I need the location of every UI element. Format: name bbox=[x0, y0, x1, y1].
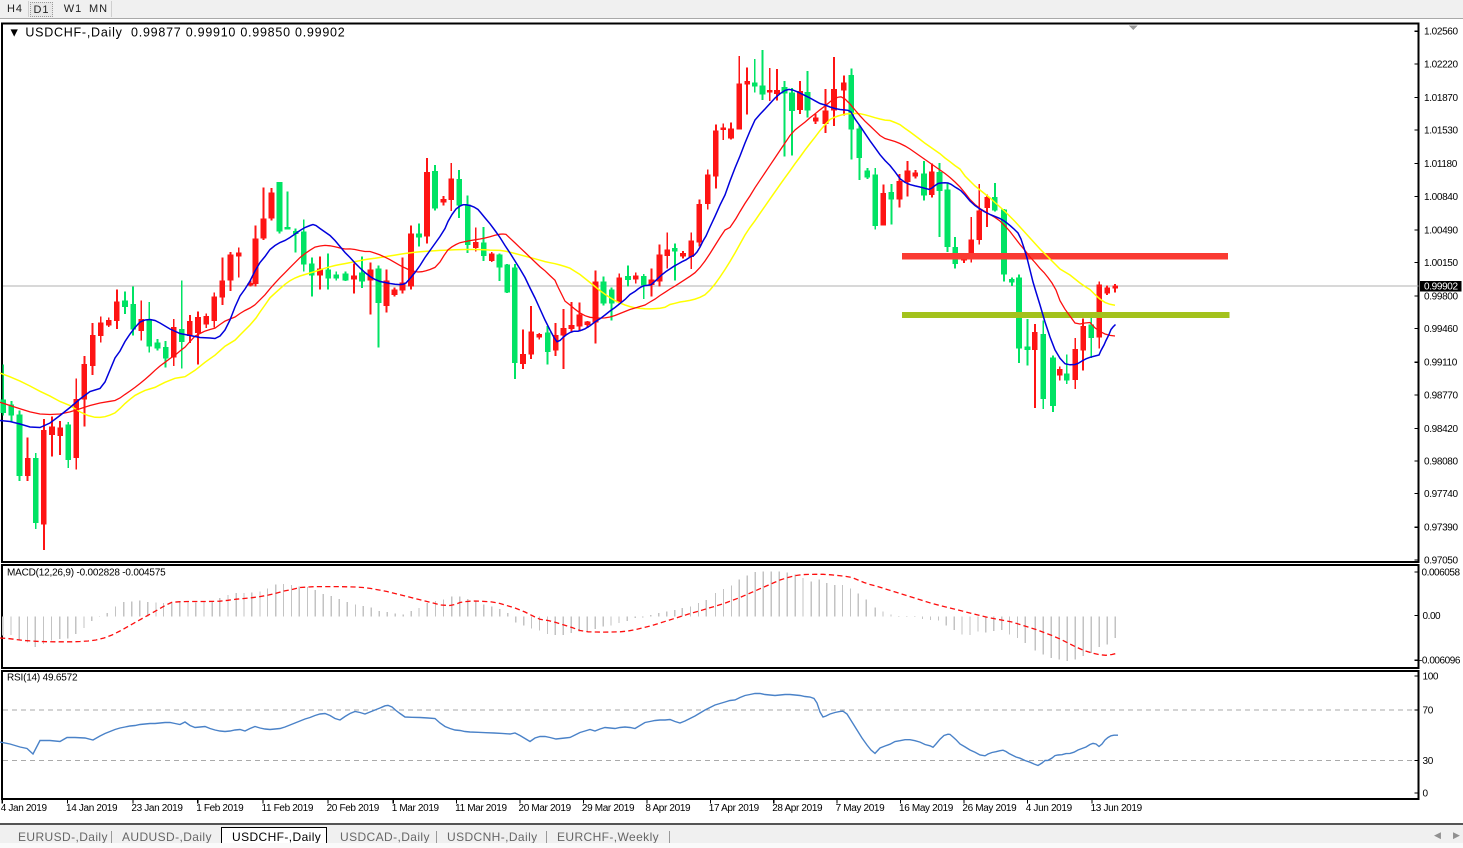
svg-text:23 Jan 2019: 23 Jan 2019 bbox=[131, 803, 183, 814]
svg-text:70: 70 bbox=[1423, 705, 1434, 716]
svg-text:16 May 2019: 16 May 2019 bbox=[899, 803, 954, 814]
svg-text:0.97050: 0.97050 bbox=[1424, 555, 1458, 566]
svg-text:13 Jun 2019: 13 Jun 2019 bbox=[1091, 803, 1143, 814]
svg-text:RSI(14) 49.6572: RSI(14) 49.6572 bbox=[7, 673, 78, 684]
svg-text:20 Mar 2019: 20 Mar 2019 bbox=[519, 803, 572, 814]
svg-text:17 Apr 2019: 17 Apr 2019 bbox=[709, 803, 760, 814]
svg-text:100: 100 bbox=[1423, 671, 1439, 682]
svg-text:4 Jun 2019: 4 Jun 2019 bbox=[1026, 803, 1073, 814]
svg-text:4 Jan 2019: 4 Jan 2019 bbox=[1, 803, 48, 814]
svg-text:0.98420: 0.98420 bbox=[1424, 424, 1458, 435]
svg-text:-0.006096: -0.006096 bbox=[1419, 656, 1461, 667]
svg-text:1 Mar 2019: 1 Mar 2019 bbox=[392, 803, 440, 814]
svg-text:0.97390: 0.97390 bbox=[1424, 523, 1458, 534]
svg-text:0.97740: 0.97740 bbox=[1424, 489, 1458, 500]
svg-text:0.99460: 0.99460 bbox=[1424, 324, 1458, 335]
svg-text:▼ USDCHF-,Daily 0.99877 0.999: ▼ USDCHF-,Daily 0.99877 0.99910 0.99850 … bbox=[8, 26, 345, 40]
svg-text:1.01530: 1.01530 bbox=[1424, 126, 1458, 137]
svg-text:0.00: 0.00 bbox=[1423, 611, 1442, 622]
svg-text:8 Apr 2019: 8 Apr 2019 bbox=[645, 803, 691, 814]
svg-text:29 Mar 2019: 29 Mar 2019 bbox=[582, 803, 635, 814]
svg-text:14 Jan 2019: 14 Jan 2019 bbox=[66, 803, 118, 814]
svg-text:0.99902: 0.99902 bbox=[1424, 281, 1458, 292]
svg-text:1 Feb 2019: 1 Feb 2019 bbox=[196, 803, 244, 814]
svg-text:1.01180: 1.01180 bbox=[1424, 159, 1458, 170]
svg-text:1.00490: 1.00490 bbox=[1424, 225, 1458, 236]
svg-text:11 Feb 2019: 11 Feb 2019 bbox=[262, 803, 314, 814]
svg-text:0.006058: 0.006058 bbox=[1422, 567, 1461, 578]
svg-text:0.98770: 0.98770 bbox=[1424, 390, 1458, 401]
svg-text:7 May 2019: 7 May 2019 bbox=[836, 803, 886, 814]
svg-text:1.01870: 1.01870 bbox=[1424, 93, 1458, 104]
svg-text:0: 0 bbox=[1423, 788, 1429, 799]
svg-text:MACD(12,26,9) -0.002828 -0.004: MACD(12,26,9) -0.002828 -0.004575 bbox=[7, 568, 166, 579]
svg-text:11 Mar 2019: 11 Mar 2019 bbox=[455, 803, 507, 814]
svg-text:30: 30 bbox=[1423, 756, 1434, 767]
svg-text:1.02560: 1.02560 bbox=[1424, 27, 1458, 38]
svg-text:1.00840: 1.00840 bbox=[1424, 192, 1458, 203]
svg-text:20 Feb 2019: 20 Feb 2019 bbox=[327, 803, 380, 814]
svg-text:1.02220: 1.02220 bbox=[1424, 59, 1458, 70]
svg-text:28 Apr 2019: 28 Apr 2019 bbox=[772, 803, 823, 814]
svg-text:26 May 2019: 26 May 2019 bbox=[962, 803, 1017, 814]
svg-text:0.99800: 0.99800 bbox=[1424, 292, 1458, 303]
svg-text:1.00150: 1.00150 bbox=[1424, 258, 1458, 269]
svg-text:0.98080: 0.98080 bbox=[1424, 457, 1458, 468]
svg-text:0.99110: 0.99110 bbox=[1424, 358, 1458, 369]
